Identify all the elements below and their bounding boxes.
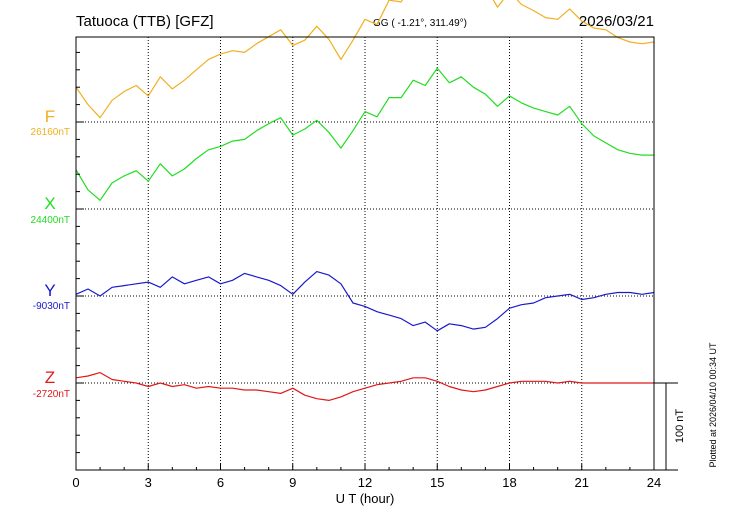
x-tick-label: 0 [72, 475, 79, 490]
x-axis-label: U T (hour) [336, 491, 395, 506]
plotted-timestamp: Plotted at 2026/04/10 00:34 UT [708, 342, 718, 468]
station-coordinates: GG ( -1.21°, 311.49°) [373, 18, 467, 29]
series-line-f [75, 0, 655, 119]
x-tick-label: 18 [502, 475, 516, 490]
x-tick-label: 6 [217, 475, 224, 490]
series-baseline-value-y: -9030nT [33, 301, 70, 312]
baselines [76, 121, 654, 384]
series-baseline-value-x: 24400nT [31, 215, 70, 226]
x-tick-label: 21 [575, 475, 589, 490]
series-label-x: X [44, 194, 55, 213]
x-tick-label: 3 [145, 475, 152, 490]
x-tick-label: 24 [647, 475, 661, 490]
chart-date: 2026/03/21 [579, 13, 654, 30]
x-tick-label: 9 [289, 475, 296, 490]
series-lines [75, 0, 655, 401]
scale-bar-label: 100 nT [674, 409, 686, 444]
series-label-f: F [45, 107, 55, 126]
series-baseline-value-z: -2720nT [33, 389, 70, 400]
chart-title: Tatuoca (TTB) [GFZ] [76, 13, 214, 30]
series-baseline-value-f: 26160nT [31, 127, 70, 138]
series-line-y [75, 271, 655, 332]
x-tick-label: 12 [358, 475, 372, 490]
series-line-x [75, 67, 654, 201]
x-axis: 0 3 6 9 12 15 18 21 24 [72, 464, 661, 490]
series-label-y: Y [44, 281, 55, 300]
x-tick-label: 15 [430, 475, 444, 490]
series-label-z: Z [45, 368, 55, 387]
scale-bar: 100 nT [654, 382, 686, 471]
series-line-z [75, 372, 654, 401]
grid [147, 37, 583, 470]
